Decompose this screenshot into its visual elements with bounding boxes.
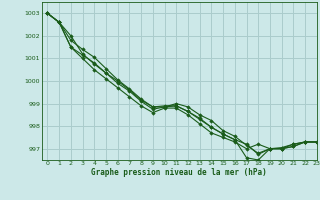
X-axis label: Graphe pression niveau de la mer (hPa): Graphe pression niveau de la mer (hPa) <box>91 168 267 177</box>
